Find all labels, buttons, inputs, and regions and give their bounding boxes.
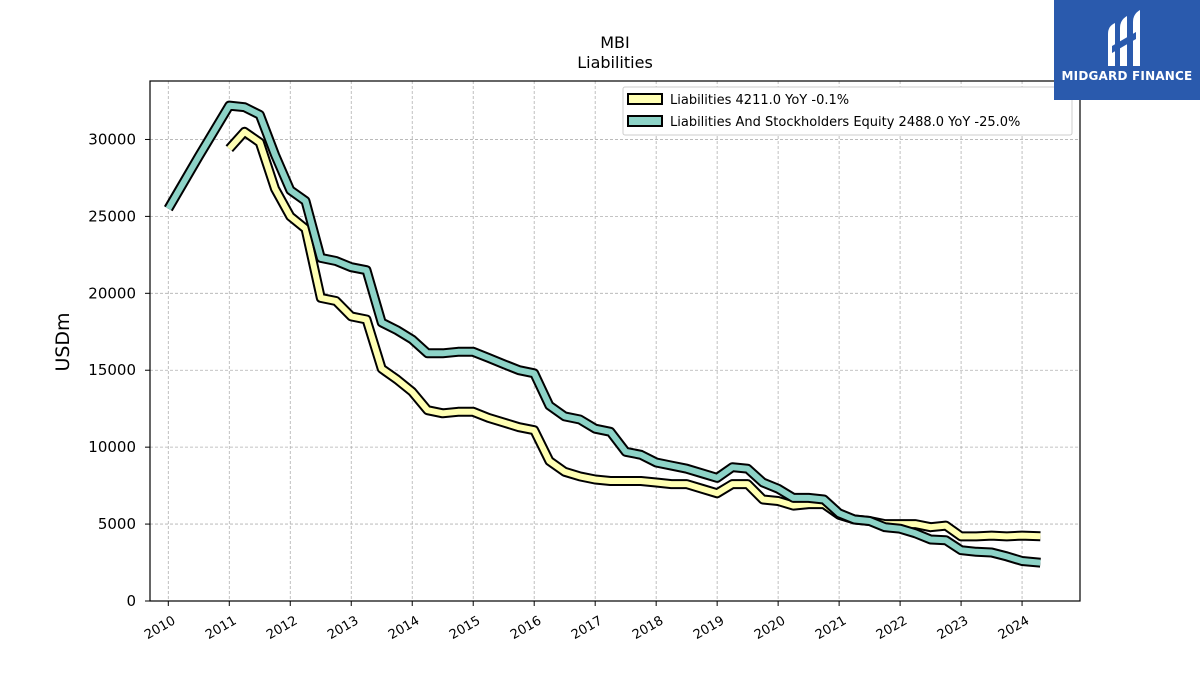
x-tick-label: 2014 — [386, 613, 422, 643]
y-tick-label: 20000 — [88, 284, 136, 302]
x-tick-label: 2013 — [325, 613, 361, 643]
series-lines — [163, 100, 1041, 568]
y-tick-label: 10000 — [88, 438, 136, 456]
x-tick-label: 2016 — [508, 613, 544, 643]
y-axis-label: USDm — [52, 312, 74, 371]
x-tick-label: 2019 — [691, 613, 727, 643]
series-line — [227, 128, 1041, 540]
series-outline — [163, 100, 1041, 568]
brand-logo: MIDGARD FINANCE — [1054, 0, 1200, 100]
y-tick-label: 25000 — [88, 207, 136, 225]
chart-subtitle: Liabilities — [577, 53, 653, 72]
legend-frame — [622, 86, 1073, 136]
x-tick-label: 2012 — [264, 613, 300, 643]
legend-swatch — [627, 93, 663, 105]
legend-label: Liabilities 4211.0 YoY -0.1% — [670, 93, 849, 108]
legend-label: Liabilities And Stockholders Equity 2488… — [670, 115, 1020, 130]
logo-mark-icon — [1108, 10, 1140, 66]
series-line — [165, 102, 1041, 566]
legend-swatch — [627, 115, 663, 127]
x-tick-label: 2017 — [569, 613, 605, 643]
legend: Liabilities 4211.0 YoY -0.1% Liabilities … — [622, 86, 1073, 136]
x-tick-label: 2015 — [447, 613, 483, 643]
x-tick-label: 2010 — [142, 613, 178, 643]
y-tick-label: 30000 — [88, 130, 136, 148]
y-tick-label: 15000 — [88, 361, 136, 379]
x-tick-label: 2024 — [996, 613, 1032, 643]
x-tick-label: 2022 — [874, 613, 910, 643]
x-tick-label: 2023 — [935, 613, 971, 643]
plot-frame — [149, 80, 1081, 602]
x-tick-label: 2011 — [203, 613, 239, 643]
x-tick-label: 2020 — [752, 613, 788, 643]
chart-title: MBI — [600, 33, 630, 52]
y-axis: 0 5000 10000 15000 20000 25000 30000 — [88, 130, 150, 610]
y-tick-label: 0 — [126, 592, 136, 610]
y-tick-label: 5000 — [98, 515, 136, 533]
x-tick-label: 2021 — [813, 613, 849, 643]
brand-name: MIDGARD FINANCE — [1061, 69, 1193, 83]
x-tick-label: 2018 — [630, 613, 666, 643]
x-axis: 2010 2011 2012 2013 2014 2015 2016 2017 2018 2019… — [142, 601, 1032, 643]
